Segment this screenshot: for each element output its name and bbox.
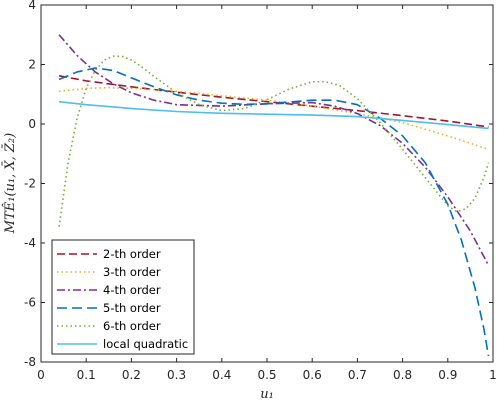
y-tick-label: -8 [24,355,36,369]
series-layer [58,34,490,357]
legend-label-3: 4-th order [103,283,161,297]
legend-label-6: local quadratic [103,337,188,351]
series-line-4 [58,67,490,357]
x-tick-label: 0.2 [122,368,141,382]
x-axis-title: u₁ [260,387,274,402]
series-line-5 [58,55,490,227]
series-line-2 [58,86,489,151]
x-tick-label: 0 [37,368,45,382]
legend-label-4: 5-th order [103,301,161,315]
series-line-3 [58,34,490,266]
y-tick-label: 2 [28,58,36,72]
x-tick-label: 0.1 [77,368,96,382]
x-tick-label: 0.5 [257,368,276,382]
legend-label-5: 6-th order [103,319,161,333]
y-tick-label: -2 [24,177,36,191]
x-tick-label: 0.3 [167,368,186,382]
y-tick-label: -4 [24,236,36,250]
x-tick-label: 0.6 [303,368,322,382]
y-tick-label: 4 [28,0,36,12]
x-tick-label: 0.8 [393,368,412,382]
legend-box [51,239,195,355]
y-tick-label: 0 [28,117,36,131]
series-line-1 [58,75,489,128]
legend-label-1: 2-th order [103,247,161,261]
x-tick-label: 1 [489,368,497,382]
y-axis-title: MTÊ₁(u₁, X̄, Z̄₂) [2,133,18,234]
ticks-layer: 0 0.1 0.2 0.3 0.4 0.5 0.6 0.7 0.8 0.9 1 -8 -6 -4 -2 0 2 4 [24,0,497,382]
series-line-6 [58,100,489,130]
x-tick-label: 0.4 [212,368,231,382]
x-tick-label: 0.9 [438,368,457,382]
legend-label-2: 3-th order [103,265,161,279]
legend: 2-th order 3-th order 4-th order 5-th order… [51,239,195,355]
y-tick-label: -6 [24,296,36,310]
x-tick-label: 0.7 [348,368,367,382]
